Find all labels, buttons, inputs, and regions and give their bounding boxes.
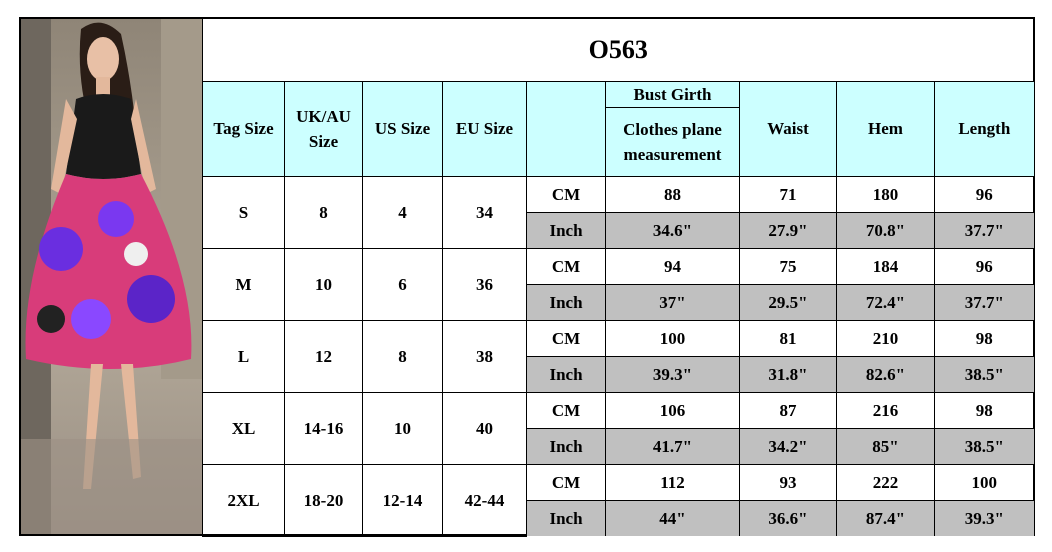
table-cell: 87.4" (836, 499, 935, 536)
header-cell: Tag Size (202, 80, 285, 177)
table-cell: 14-16 (284, 391, 363, 465)
size-table: O563 Tag Size UK/AU Size US Size EU Size… (201, 19, 1034, 537)
table-cell: 70.8" (836, 211, 935, 249)
table-cell: 29.5" (739, 283, 837, 321)
table-cell: 96 (933, 175, 1034, 213)
table-cell: 98 (933, 319, 1034, 357)
table-cell: 12 (284, 319, 363, 393)
table-cell: 34.6" (605, 211, 740, 249)
header-cell: Waist (739, 80, 837, 177)
table-cell: L (202, 319, 285, 393)
table-cell: 36 (442, 247, 527, 321)
table-row: Inch 44" 36.6" 87.4" 39.3" (203, 499, 1034, 536)
table-cell: Inch (526, 427, 606, 465)
table-cell: 96 (933, 247, 1034, 285)
header-cell: US Size (362, 80, 443, 177)
header-cell: Bust Girth (605, 80, 740, 108)
table-cell: 98 (933, 391, 1034, 429)
table-cell: 71 (739, 175, 837, 213)
table-cell: CM (526, 175, 606, 213)
header-cell: Length (933, 80, 1034, 177)
table-row: M 10 6 36 CM 94 75 184 96 (202, 247, 1034, 321)
table-cell: 72.4" (836, 283, 935, 321)
table-cell: 222 (836, 463, 935, 501)
table-cell: 100 (933, 463, 1034, 501)
table-cell: 82.6" (836, 355, 935, 393)
table-cell: 94 (605, 247, 740, 285)
table-cell: 180 (836, 175, 935, 213)
table-cell: 85" (836, 427, 935, 465)
table-row: Inch 39.3" 31.8" 82.6" 38.5" (203, 355, 1034, 393)
size-chart: O563 Tag Size UK/AU Size US Size EU Size… (19, 17, 1035, 537)
table-cell: 93 (739, 463, 837, 501)
table-cell: 38 (442, 319, 527, 393)
table-cell: 210 (836, 319, 935, 357)
table-cell: CM (526, 319, 606, 357)
table-cell: 75 (739, 247, 837, 285)
table-cell: 12-14 (362, 463, 443, 537)
table-cell: 34 (442, 175, 527, 249)
table-row: XL 14-16 10 40 CM 106 87 216 98 (202, 391, 1034, 465)
table-cell: S (202, 175, 285, 249)
table-cell: 100 (605, 319, 740, 357)
table-cell: 81 (739, 319, 837, 357)
table-cell: 4 (362, 175, 443, 249)
table-cell: 10 (362, 391, 443, 465)
header-cell: Clothes plane measurement (605, 106, 740, 176)
table-cell: 37" (605, 283, 740, 321)
table-cell: 27.9" (739, 211, 837, 249)
table-row: S 8 4 34 CM 88 71 180 96 (202, 175, 1034, 249)
table-cell: 40 (442, 391, 527, 465)
table-cell: 44" (605, 499, 740, 536)
table-cell: 88 (605, 175, 740, 213)
table-cell: 37.7" (933, 211, 1034, 249)
table-cell: 41.7" (605, 427, 740, 465)
table-cell: 8 (362, 319, 443, 393)
table-row: 2XL 18-20 12-14 42-44 CM 112 93 222 100 (202, 463, 1034, 537)
table-cell: 216 (836, 391, 935, 429)
table-cell: 6 (362, 247, 443, 321)
model-photo (21, 19, 202, 534)
table-cell: 42-44 (442, 463, 527, 537)
table-cell: 106 (605, 391, 740, 429)
table-cell: 38.5" (933, 355, 1034, 393)
table-cell: XL (202, 391, 285, 465)
table-cell: CM (526, 391, 606, 429)
table-cell: Inch (526, 283, 606, 321)
header-cell: EU Size (442, 80, 527, 177)
header-cell (526, 80, 606, 177)
table-cell: M (202, 247, 285, 321)
table-cell: 38.5" (933, 427, 1034, 465)
table-cell: 112 (605, 463, 740, 501)
table-cell: 10 (284, 247, 363, 321)
table-cell: 184 (836, 247, 935, 285)
table-row: Inch 34.6" 27.9" 70.8" 37.7" (203, 211, 1034, 249)
table-row: L 12 8 38 CM 100 81 210 98 (202, 319, 1034, 393)
table-cell: Inch (526, 499, 606, 536)
table-cell: CM (526, 247, 606, 285)
table-cell: 87 (739, 391, 837, 429)
table-title: O563 (201, 19, 1034, 82)
table-cell: 34.2" (739, 427, 837, 465)
table-cell: 39.3" (605, 355, 740, 393)
header-cell: UK/AU Size (284, 80, 363, 177)
table-cell: 2XL (202, 463, 285, 537)
table-cell: 36.6" (739, 499, 837, 536)
table-cell: 37.7" (933, 283, 1034, 321)
table-cell: 39.3" (933, 499, 1034, 536)
table-cell: 18-20 (284, 463, 363, 537)
table-cell: Inch (526, 211, 606, 249)
table-cell: CM (526, 463, 606, 501)
table-cell: 8 (284, 175, 363, 249)
table-cell: Inch (526, 355, 606, 393)
header-cell: Hem (836, 80, 935, 177)
table-cell: 31.8" (739, 355, 837, 393)
